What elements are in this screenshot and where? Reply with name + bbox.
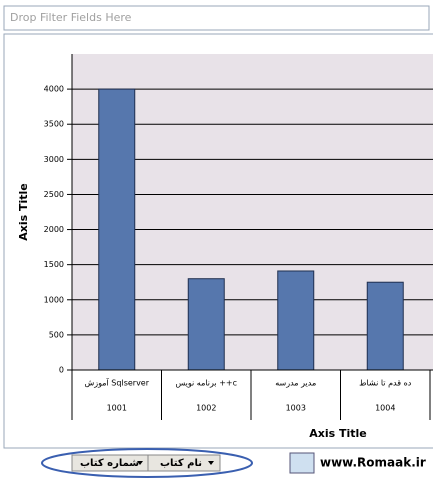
bar xyxy=(366,281,404,371)
x-axis-title: Axis Title xyxy=(309,427,367,440)
y-tick-label: 2500 xyxy=(44,190,64,199)
x-tick-sublabel: 1001 xyxy=(107,404,127,413)
dropdown-arrow xyxy=(137,461,143,465)
field-button[interactable]: شماره کتاب xyxy=(71,454,149,472)
x-tick-label: مدیر مدرسه xyxy=(275,379,316,388)
x-tick-label: آموزش Sqlserver xyxy=(84,378,149,388)
bar xyxy=(98,88,136,371)
bar xyxy=(187,278,225,371)
dropdown-arrow xyxy=(208,461,214,465)
field-button[interactable]: نام کتاب xyxy=(147,454,221,472)
site-logo xyxy=(289,452,315,474)
bar xyxy=(277,270,315,371)
y-tick-label: 4000 xyxy=(44,85,64,94)
y-tick-label: 2000 xyxy=(44,225,64,234)
button-label: شماره کتاب xyxy=(80,458,139,469)
site-text: www.Romaak.ir xyxy=(320,456,426,470)
y-tick-label: 3500 xyxy=(44,120,64,129)
filter-drop-text: Drop Filter Fields Here xyxy=(10,11,132,24)
x-tick-sublabel: 1003 xyxy=(286,404,306,413)
y-tick-label: 0 xyxy=(59,366,64,375)
button-frame xyxy=(147,454,221,472)
x-tick-sublabel: 1002 xyxy=(196,404,216,413)
filter-drop-zone xyxy=(3,5,430,31)
button-label: نام کتاب xyxy=(160,458,202,469)
y-tick-label: 500 xyxy=(49,330,64,339)
y-tick-label: 1000 xyxy=(44,295,64,304)
highlight-ellipse xyxy=(41,448,253,478)
y-axis-title: Axis Title xyxy=(17,183,30,241)
y-tick-label: 3000 xyxy=(44,155,64,164)
x-tick-label: ده قدم تا نشاط xyxy=(359,379,412,388)
x-tick-label: برنامه نویس ++c xyxy=(175,379,237,388)
x-tick-sublabel: 1004 xyxy=(375,404,395,413)
y-tick-label: 1500 xyxy=(44,260,64,269)
